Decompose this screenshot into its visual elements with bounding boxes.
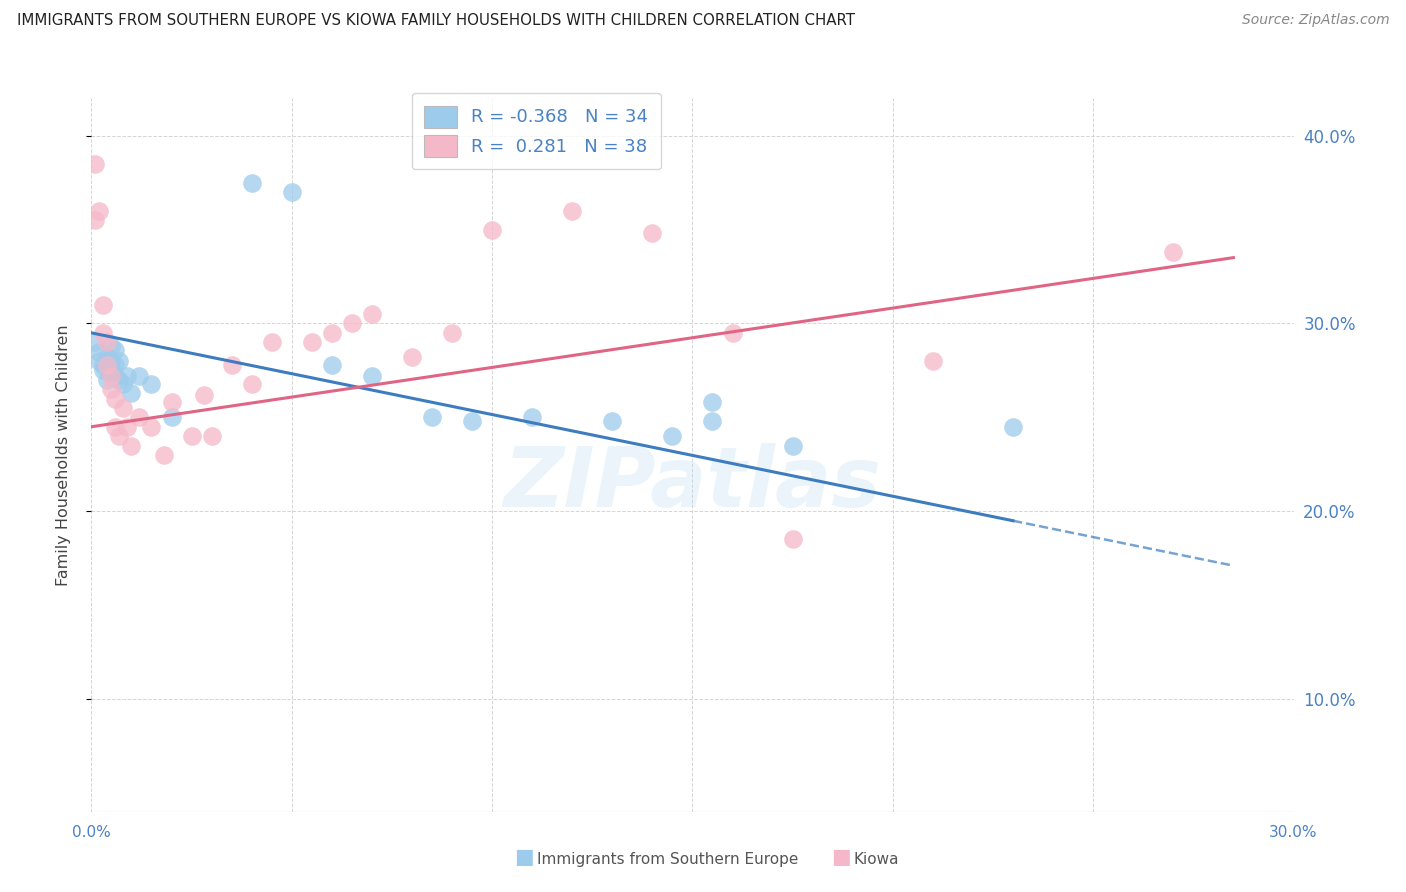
Point xyxy=(602,414,624,428)
Text: Kiowa: Kiowa xyxy=(853,852,898,867)
Point xyxy=(340,317,363,331)
Text: ■: ■ xyxy=(515,847,534,867)
Text: IMMIGRANTS FROM SOUTHERN EUROPE VS KIOWA FAMILY HOUSEHOLDS WITH CHILDREN CORRELA: IMMIGRANTS FROM SOUTHERN EUROPE VS KIOWA… xyxy=(17,13,855,29)
Point xyxy=(121,438,143,452)
Point xyxy=(1163,245,1185,260)
Point xyxy=(100,367,122,381)
Text: Source: ZipAtlas.com: Source: ZipAtlas.com xyxy=(1241,13,1389,28)
Text: ZIPatlas: ZIPatlas xyxy=(503,443,882,524)
Point xyxy=(108,373,131,387)
Point xyxy=(641,227,664,241)
Point xyxy=(104,369,127,384)
Point xyxy=(112,376,135,391)
Point xyxy=(301,335,323,350)
Point xyxy=(128,410,150,425)
Text: 0.0%: 0.0% xyxy=(72,825,111,840)
Point xyxy=(96,373,118,387)
Y-axis label: Family Households with Children: Family Households with Children xyxy=(56,324,70,586)
Point xyxy=(128,369,150,384)
Point xyxy=(100,339,122,353)
Point xyxy=(96,351,118,365)
Text: Immigrants from Southern Europe: Immigrants from Southern Europe xyxy=(537,852,799,867)
Point xyxy=(160,395,183,409)
Text: ■: ■ xyxy=(831,847,851,867)
Point xyxy=(141,376,163,391)
Point xyxy=(440,326,463,340)
Point xyxy=(360,369,382,384)
Point xyxy=(201,429,224,443)
Point xyxy=(117,369,139,384)
Point xyxy=(100,369,122,384)
Point xyxy=(104,392,127,406)
Point xyxy=(108,429,131,443)
Point xyxy=(240,176,263,190)
Point xyxy=(180,429,202,443)
Point xyxy=(93,326,115,340)
Point xyxy=(281,185,304,199)
Point xyxy=(84,213,107,227)
Point xyxy=(89,344,111,359)
Point xyxy=(112,401,135,415)
Point xyxy=(117,419,139,434)
Point xyxy=(100,382,122,396)
Point xyxy=(260,335,283,350)
Point xyxy=(141,419,163,434)
Point xyxy=(321,358,343,372)
Point xyxy=(522,410,544,425)
Text: 30.0%: 30.0% xyxy=(1270,825,1317,840)
Point xyxy=(104,343,127,357)
Point xyxy=(104,358,127,372)
Point xyxy=(93,363,115,377)
Point xyxy=(782,438,804,452)
Point xyxy=(240,376,263,391)
Point xyxy=(321,326,343,340)
Point xyxy=(461,414,484,428)
Point xyxy=(193,388,215,402)
Point xyxy=(108,354,131,368)
Point xyxy=(922,354,945,368)
Point xyxy=(782,533,804,547)
Point xyxy=(152,448,174,462)
Point xyxy=(84,157,107,171)
Point xyxy=(702,395,724,409)
Point xyxy=(89,354,111,368)
Point xyxy=(89,203,111,218)
Point xyxy=(100,354,122,368)
Point xyxy=(104,419,127,434)
Point xyxy=(661,429,683,443)
Point xyxy=(721,326,744,340)
Point xyxy=(160,410,183,425)
Point xyxy=(84,335,107,350)
Point xyxy=(221,358,243,372)
Point xyxy=(93,358,115,372)
Point xyxy=(93,298,115,312)
Legend: R = -0.368   N = 34, R =  0.281   N = 38: R = -0.368 N = 34, R = 0.281 N = 38 xyxy=(412,93,661,169)
Point xyxy=(96,335,118,350)
Point xyxy=(121,386,143,401)
Point xyxy=(420,410,443,425)
Point xyxy=(360,307,382,321)
Point xyxy=(561,203,583,218)
Point xyxy=(401,351,423,365)
Point xyxy=(96,358,118,372)
Point xyxy=(481,222,503,236)
Point xyxy=(702,414,724,428)
Point xyxy=(1001,419,1024,434)
